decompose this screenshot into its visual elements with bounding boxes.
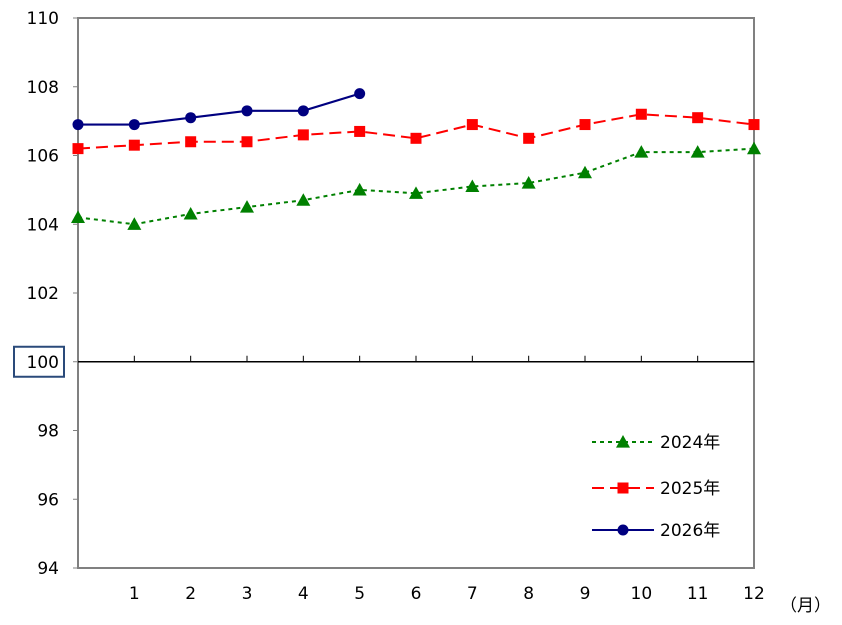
legend-label: 2024年	[660, 433, 720, 453]
data-point	[354, 125, 366, 137]
data-point	[352, 182, 367, 196]
x-tick-label: 9	[580, 584, 591, 604]
data-point	[296, 193, 311, 206]
legend-marker	[617, 524, 629, 536]
legend: 2024年 2025年 2026年	[592, 433, 720, 541]
legend-marker	[616, 435, 630, 448]
y-tick-label: 110	[27, 9, 59, 29]
x-tick-label: 7	[467, 584, 478, 604]
x-tick-label: 5	[354, 584, 365, 604]
series-line	[78, 92, 360, 126]
data-point	[297, 105, 309, 117]
legend-item: 2026年	[592, 521, 720, 541]
x-tick-label: 11	[687, 584, 709, 604]
y-tick-label: 102	[27, 284, 59, 304]
data-point	[354, 88, 366, 100]
data-point	[523, 132, 535, 144]
data-point	[72, 143, 84, 155]
data-point	[635, 108, 647, 120]
y-tick-label: 94	[37, 559, 59, 579]
x-tick-label: 10	[631, 584, 653, 604]
data-point	[521, 176, 536, 189]
y-tick-label: 98	[37, 422, 59, 442]
series-3	[72, 88, 366, 131]
y-tick-label: 100	[27, 353, 59, 373]
data-point	[465, 179, 480, 193]
data-point	[185, 136, 197, 148]
data-point	[578, 165, 592, 179]
y-tick-label: 104	[27, 215, 59, 235]
x-tick-label: 2	[185, 584, 196, 604]
data-point	[240, 200, 254, 213]
data-point	[183, 206, 198, 220]
data-point	[71, 210, 85, 223]
legend-item: 2024年	[592, 433, 720, 453]
y-tick-label: 108	[27, 78, 59, 98]
data-point	[128, 139, 140, 151]
data-point	[690, 145, 705, 158]
data-point	[579, 119, 591, 131]
x-tick-label: 6	[411, 584, 422, 604]
data-point	[748, 119, 760, 131]
x-axis-ticks	[133, 355, 699, 362]
series-2	[72, 108, 760, 155]
series-layer	[71, 88, 761, 230]
y-tick-label: 96	[37, 490, 59, 510]
data-point	[241, 105, 253, 117]
x-tick-label: 4	[298, 584, 309, 604]
data-point	[692, 112, 704, 124]
data-point	[634, 145, 649, 158]
data-point	[466, 119, 478, 131]
data-point	[409, 186, 423, 199]
data-point	[72, 119, 84, 131]
x-tick-label: 8	[523, 584, 534, 604]
plot-area	[77, 17, 755, 569]
data-point	[185, 112, 197, 124]
x-tick-label: 3	[242, 584, 253, 604]
series-1	[71, 141, 761, 230]
x-axis-unit-label: （月）	[780, 596, 831, 616]
legend-marker	[617, 482, 629, 494]
x-tick-label: 12	[743, 584, 765, 604]
data-point	[747, 141, 761, 155]
data-point	[410, 132, 422, 144]
y-tick-label: 106	[27, 147, 59, 167]
x-tick-label: 1	[129, 584, 140, 604]
highlighted-tick-box	[13, 345, 65, 378]
data-point	[297, 129, 309, 141]
data-point	[128, 119, 140, 131]
x-axis: 1 2 3 4 5 6 7 8 9 10 11 12	[129, 584, 765, 604]
legend-label: 2026年	[660, 521, 720, 541]
legend-label: 2025年	[660, 479, 720, 499]
legend-item: 2025年	[592, 479, 720, 499]
data-point	[127, 217, 142, 230]
y-axis: 94 96 98 100 102 104 106 108 110	[13, 9, 78, 579]
data-point	[241, 136, 253, 148]
